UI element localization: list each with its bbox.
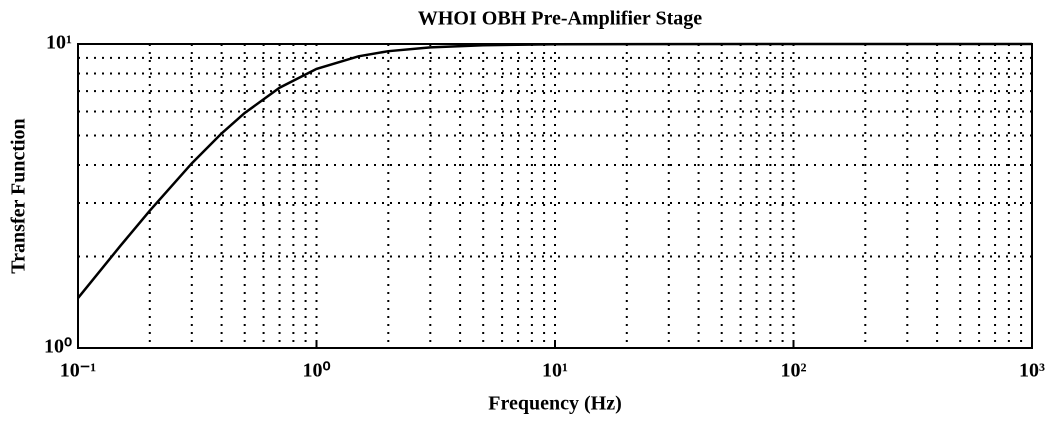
x-tick-label: 10⁰ bbox=[302, 360, 330, 382]
y-tick-label: 10¹ bbox=[46, 32, 72, 54]
y-tick-label: 10⁰ bbox=[44, 336, 72, 358]
line bbox=[77, 42, 1032, 299]
x-tick-label: 10² bbox=[781, 360, 807, 382]
x-tick-label: 10⁻¹ bbox=[60, 360, 97, 382]
chart-title: WHOI OBH Pre-Amplifier Stage bbox=[418, 8, 702, 30]
x-axis-label: Frequency (Hz) bbox=[488, 393, 622, 415]
x-tick-label: 10¹ bbox=[542, 360, 568, 382]
x-tick-label: 10³ bbox=[1019, 360, 1045, 382]
y-axis-label: Transfer Function bbox=[8, 118, 30, 273]
